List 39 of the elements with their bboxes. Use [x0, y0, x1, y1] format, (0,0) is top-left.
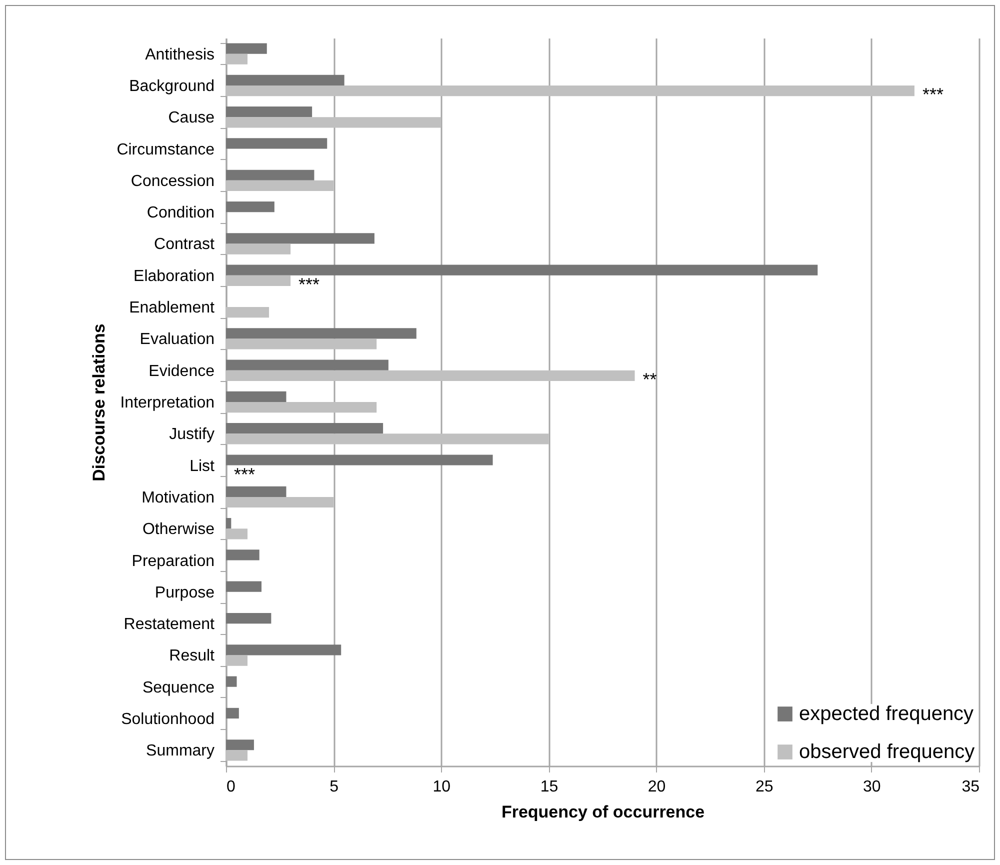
- y-tick-label: Concession: [130, 172, 214, 190]
- x-tick-label: 15: [540, 778, 558, 796]
- x-tick-label: 0: [226, 778, 236, 796]
- y-tick-label: Result: [169, 648, 216, 665]
- annotation: ***: [234, 464, 256, 484]
- legend-label: observed frequency: [799, 741, 975, 763]
- y-axis-title: Discourse relations: [90, 324, 109, 482]
- x-tick-label: 30: [863, 778, 881, 796]
- x-tick-label: 25: [755, 778, 774, 796]
- y-tick-label: Sequence: [142, 679, 215, 696]
- y-tick-label: Contrast: [154, 236, 216, 254]
- y-tick-label: Condition: [146, 204, 214, 222]
- y-tick-label: Purpose: [154, 584, 215, 602]
- legend-label: expected frequency: [799, 703, 974, 725]
- y-tick-label: Evidence: [148, 362, 215, 380]
- y-tick-label: Preparation: [132, 552, 214, 570]
- y-tick-label: Solutionhood: [121, 711, 214, 728]
- x-tick-label: 20: [648, 778, 666, 796]
- y-tick-label: Circumstance: [116, 141, 215, 158]
- y-tick-label: Summary: [146, 742, 214, 760]
- x-tick-label: 5: [330, 778, 339, 796]
- y-tick-label: Otherwise: [142, 521, 215, 538]
- annotation: ***: [298, 274, 320, 294]
- y-tick-label: Enablement: [129, 300, 216, 317]
- y-tick-label: List: [190, 458, 216, 475]
- y-tick-label: Restatement: [124, 616, 216, 634]
- x-tick-label: 35: [962, 778, 980, 796]
- annotation: **: [642, 369, 657, 390]
- y-tick-label: Evaluation: [140, 331, 214, 348]
- annotation: ***: [922, 84, 944, 104]
- y-tick-label: Background: [129, 78, 214, 95]
- y-tick-label: Interpretation: [120, 394, 214, 412]
- x-axis-title: Frequency of occurrence: [501, 802, 705, 822]
- y-tick-label: Cause: [168, 110, 215, 127]
- y-tick-label: Antithesis: [145, 46, 214, 64]
- y-tick-label: Motivation: [142, 489, 214, 506]
- y-tick-label: Elaboration: [134, 268, 214, 285]
- x-tick-label: 10: [432, 778, 451, 796]
- y-tick-label: Justify: [169, 426, 214, 444]
